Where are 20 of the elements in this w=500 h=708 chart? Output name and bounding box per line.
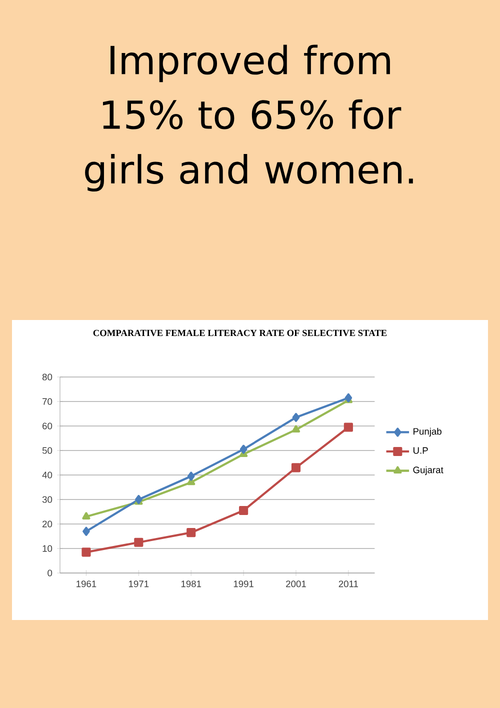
x-tick-label: 1991 bbox=[234, 580, 254, 588]
legend-label: Punjab bbox=[414, 428, 442, 437]
y-tick-label: 10 bbox=[42, 545, 52, 552]
chart-subtitle: COMPARATIVE FEMALE LITERACY RATE OF SELECTIVE STATE bbox=[93, 330, 387, 336]
y-tick-label: 0 bbox=[48, 570, 52, 576]
x-tick-label: 1971 bbox=[128, 580, 149, 588]
y-tick-label: 30 bbox=[42, 496, 52, 503]
y-tick-label: 40 bbox=[42, 472, 52, 478]
y-tick-label: 60 bbox=[42, 422, 52, 430]
y-tick-label: 50 bbox=[42, 447, 52, 454]
x-tick-label: 2001 bbox=[286, 580, 306, 588]
y-tick-label: 20 bbox=[42, 520, 52, 528]
x-tick-label: 1961 bbox=[76, 580, 96, 588]
chart-title: Improved from 15% to 65% for girls and women. bbox=[85, 44, 413, 192]
x-tick-label: 1981 bbox=[181, 580, 202, 588]
x-tick-label: 2011 bbox=[338, 580, 358, 588]
y-tick-label: 70 bbox=[42, 398, 52, 405]
legend-label: U.P bbox=[413, 447, 428, 454]
legend-label: Gujarat bbox=[413, 466, 444, 476]
y-tick-label: 80 bbox=[42, 374, 52, 380]
